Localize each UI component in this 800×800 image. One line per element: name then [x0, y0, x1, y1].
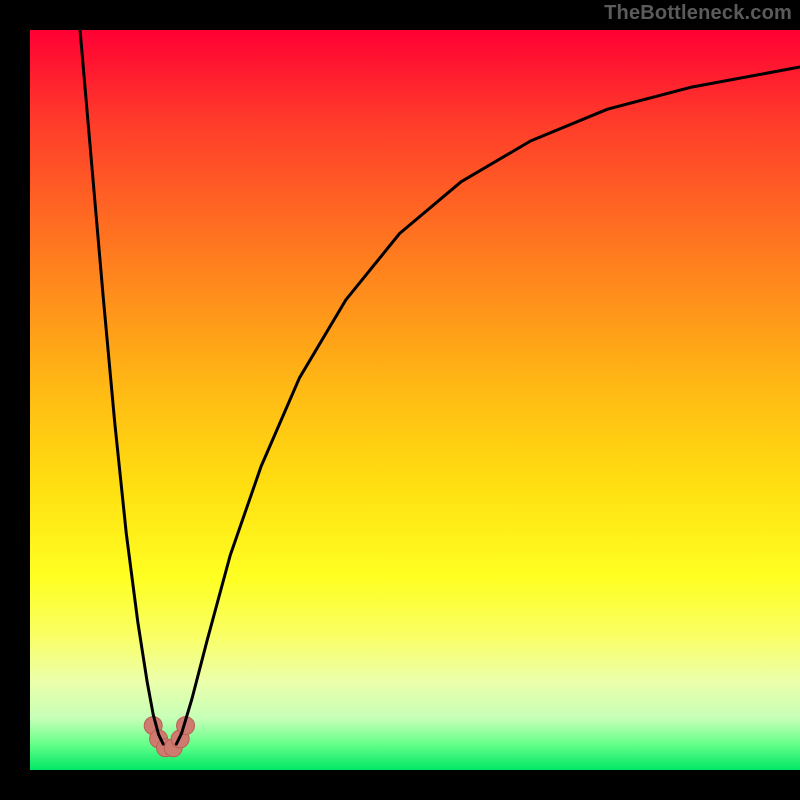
curve-left [80, 30, 163, 744]
plot-area [30, 30, 800, 770]
chart-svg [30, 30, 800, 770]
marker-cluster [144, 717, 194, 757]
curve-right [176, 67, 800, 744]
watermark-text: TheBottleneck.com [604, 2, 792, 25]
chart-frame: TheBottleneck.com [0, 0, 800, 800]
